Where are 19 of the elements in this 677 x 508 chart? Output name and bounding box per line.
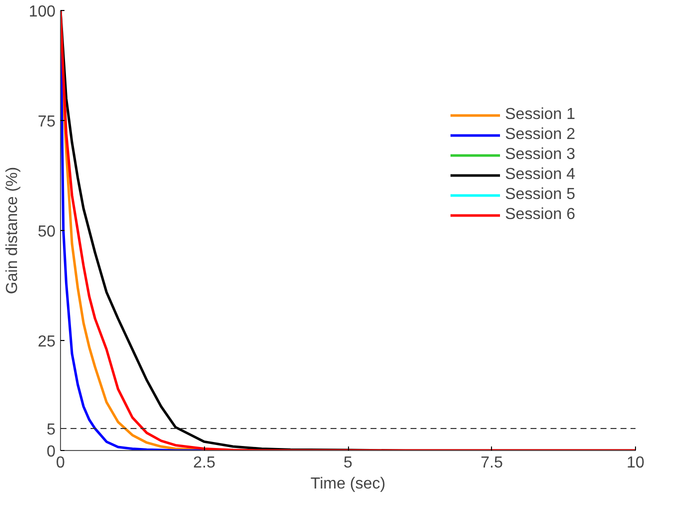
legend-label: Session 1 — [505, 106, 576, 124]
legend-label: Session 5 — [505, 186, 576, 204]
y-tick-label: 25 — [38, 334, 56, 350]
y-tick-label: 100 — [28, 4, 56, 20]
x-axis-title: Time (sec) — [310, 476, 386, 492]
y-tick-label: 50 — [38, 224, 56, 240]
legend-label: Session 3 — [505, 146, 576, 164]
x-tick-label: 7.5 — [480, 454, 503, 472]
x-tick-label: 2.5 — [193, 454, 216, 472]
x-tick-label: 10 — [626, 454, 644, 472]
y-axis-title: Gain distance (%) — [4, 166, 21, 294]
legend-label: Session 4 — [505, 166, 576, 184]
legend-label: Session 6 — [505, 206, 576, 224]
x-tick-label: 5 — [344, 454, 353, 472]
line-series — [60, 10, 636, 450]
legend-label: Session 2 — [505, 126, 576, 144]
y-tick-label: 75 — [38, 114, 56, 130]
y-tick-label: 0 — [46, 444, 56, 460]
y-tick-label: 5 — [46, 422, 56, 438]
